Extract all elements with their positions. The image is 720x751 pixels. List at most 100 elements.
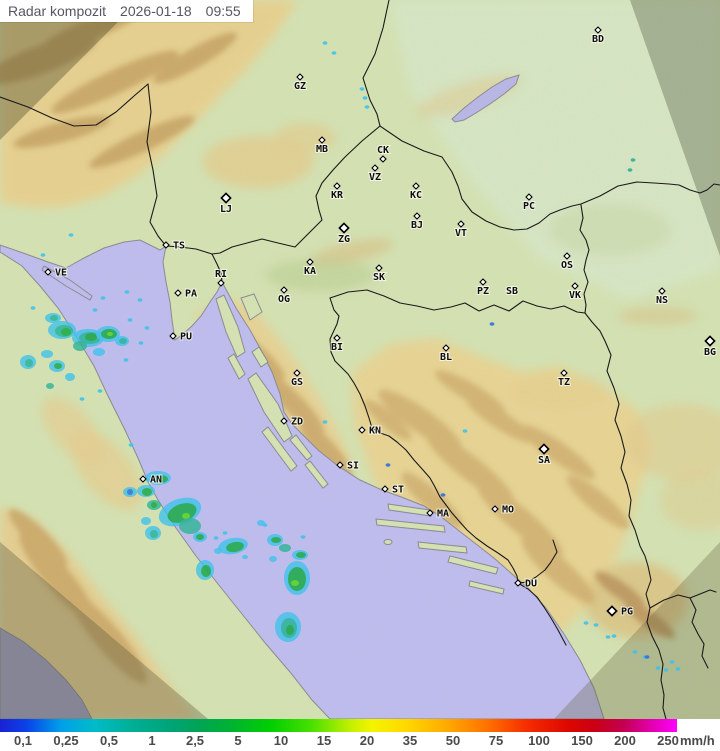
station-label: NS	[656, 295, 668, 306]
product-name: Radar kompozit	[8, 3, 107, 19]
precip-blob	[286, 625, 294, 635]
station-label: SI	[347, 461, 359, 472]
precip-blob	[201, 565, 211, 577]
precip-speck	[100, 296, 106, 300]
precip-speck	[627, 168, 633, 172]
station-diamond-icon	[375, 264, 383, 272]
station-diamond-icon	[358, 426, 366, 434]
station-BD: BD	[591, 26, 605, 46]
station-diamond-icon	[280, 417, 288, 425]
station-diamond-icon	[571, 282, 579, 290]
precip-speck	[137, 298, 143, 302]
station-diamond-icon	[338, 222, 350, 234]
station-ZG: ZG	[337, 222, 351, 246]
station-diamond-icon	[560, 369, 568, 377]
legend-tick: 100	[528, 733, 550, 748]
precip-blob	[41, 350, 53, 358]
station-diamond-icon	[318, 136, 326, 144]
station-label: PA	[185, 289, 197, 300]
station-diamond-icon	[538, 443, 550, 455]
station-diamond-icon	[491, 505, 499, 513]
legend-tick: 75	[488, 733, 504, 748]
station-ST: ST	[381, 484, 405, 497]
precip-speck	[222, 531, 228, 535]
precip-speck	[359, 87, 365, 91]
precip-blob	[50, 315, 58, 321]
station-diamond-icon	[426, 509, 434, 517]
station-VE: VE	[44, 267, 68, 280]
station-PA: PA	[174, 288, 198, 301]
precip-speck	[123, 358, 129, 362]
station-label: GS	[291, 377, 303, 388]
precip-blob	[65, 373, 75, 381]
station-label: ZG	[338, 234, 350, 245]
station-label: KC	[410, 190, 422, 201]
station-ZD: ZD	[280, 416, 304, 429]
precip-blob	[127, 489, 133, 495]
station-diamond-icon	[217, 279, 225, 287]
precip-speck	[144, 326, 150, 330]
station-label: BJ	[411, 220, 423, 231]
station-markers: GZ BD MB CK VZ KR KC LJ PC BJ VT ZG TS OS KA SK VE PZ RI VK…	[44, 26, 717, 619]
precip-speck	[322, 420, 328, 424]
station-VT: VT	[454, 220, 468, 240]
precip-blob	[179, 518, 201, 534]
precip-speck	[669, 660, 675, 664]
station-label: BG	[704, 347, 716, 358]
station-diamond-icon	[381, 485, 389, 493]
station-OS: OS	[560, 252, 574, 272]
station-label: RI	[215, 269, 227, 280]
station-PZ: PZ	[476, 278, 490, 298]
station-diamond-icon	[280, 286, 288, 294]
precip-speck	[462, 429, 468, 433]
station-label: SK	[373, 272, 385, 283]
precip-blob	[25, 359, 33, 367]
station-label: GZ	[294, 81, 306, 92]
station-GS: GS	[290, 369, 304, 389]
station-label: PG	[621, 607, 633, 618]
precip-blob	[167, 503, 197, 523]
precip-blob	[242, 555, 248, 559]
station-PU: PU	[169, 331, 193, 344]
precip-blob	[54, 363, 62, 369]
station-SA: SA	[537, 443, 551, 467]
observation-time: 09:55	[205, 3, 241, 19]
station-diamond-icon	[479, 278, 487, 286]
station-diamond-icon	[306, 258, 314, 266]
station-label: OS	[561, 260, 573, 271]
station-DU: DU	[514, 578, 538, 591]
precip-blob	[61, 328, 71, 336]
station-label: KR	[331, 190, 344, 201]
station-diamond-icon	[413, 212, 421, 220]
station-label: BD	[592, 34, 604, 45]
station-label: VK	[569, 290, 581, 301]
precip-blob	[142, 488, 152, 496]
station-PG: PG	[606, 605, 634, 619]
station-SI: SI	[336, 460, 360, 473]
precip-blob	[271, 537, 281, 543]
station-diamond-icon	[379, 155, 387, 163]
precip-speck	[68, 233, 74, 237]
station-diamond-icon	[293, 369, 301, 377]
precip-blob	[269, 556, 277, 562]
station-label: MO	[502, 505, 514, 516]
station-TZ: TZ	[557, 369, 571, 389]
legend-tick: 15	[316, 733, 332, 748]
station-MA: MA	[426, 508, 450, 521]
precip-speck	[440, 493, 446, 497]
precip-speck	[663, 668, 669, 672]
station-label: VE	[55, 268, 67, 279]
station-CK: CK	[376, 144, 390, 163]
station-diamond-icon	[333, 334, 341, 342]
precip-speck	[364, 105, 370, 109]
legend-tick: 150	[571, 733, 593, 748]
station-label: MA	[437, 509, 449, 520]
station-SK: SK	[372, 264, 386, 284]
intensity-tick-labels: mm/h 0,1 0,25 0,5 1 2,5 5 10 15 20 35 50 75 100 150 20…	[0, 732, 720, 751]
intensity-gradient-bar	[0, 719, 677, 732]
legend-tick: 0,25	[53, 733, 79, 748]
precip-speck	[655, 666, 661, 670]
legend-tick: 35	[402, 733, 418, 748]
station-label: VT	[455, 228, 467, 239]
precip-blob	[196, 534, 204, 540]
